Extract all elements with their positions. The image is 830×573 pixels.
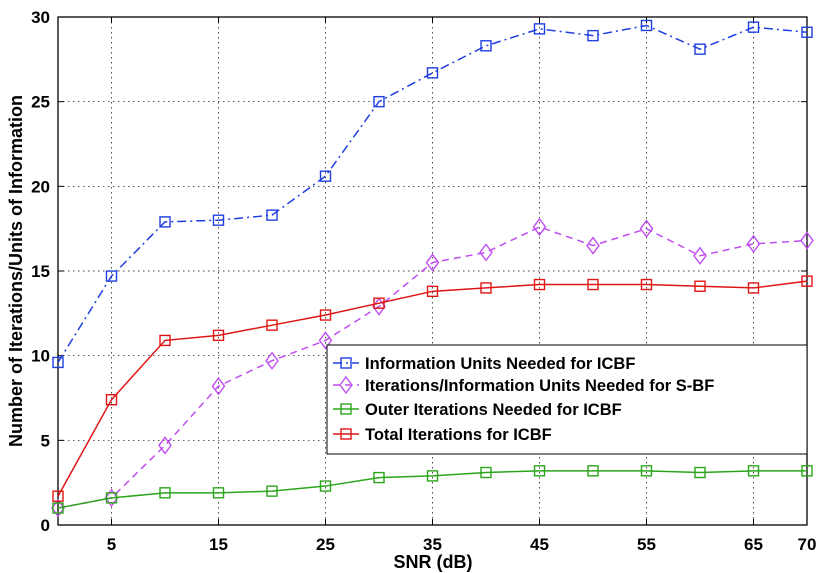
y-tick-label: 30 [31,8,50,27]
data-point [211,376,226,396]
y-tick-label: 5 [41,431,50,450]
data-point [105,492,118,504]
series-2 [51,217,814,518]
data-point [533,465,546,477]
data-point [694,43,706,55]
data-point [319,480,332,492]
data-point [747,282,760,294]
data-point [533,23,546,35]
data-point [266,319,278,331]
data-point [373,297,385,309]
series-1 [52,19,813,369]
data-point [801,465,813,477]
data-point [639,219,654,238]
data-point [480,40,492,52]
x-tick-label: 45 [530,535,549,554]
x-axis-title: SNR (dB) [394,552,473,572]
legend-marker [339,375,353,395]
data-point [693,246,707,265]
data-point [158,436,172,455]
series-4 [52,275,813,502]
data-point [52,490,64,502]
y-tick-label: 15 [31,262,50,281]
data-point [694,280,706,292]
legend-label-outer-iterations: Outer Iterations Needed for ICBF [365,401,622,419]
y-tick-label: 25 [31,93,50,112]
data-point [373,95,385,108]
data-point [532,217,547,237]
legend-keys [333,357,359,440]
data-point [587,465,599,477]
y-tick-label: 10 [31,347,50,366]
x-tick-label: 65 [744,535,763,554]
data-point [747,465,760,477]
x-tick-label: 25 [316,535,335,554]
series-line [57,470,807,509]
data-point [265,351,279,370]
data-point [51,498,65,518]
data-point [319,170,332,182]
data-point [266,209,278,221]
data-point [425,253,440,272]
series-group [51,19,814,518]
series-line [57,226,808,509]
data-point [640,465,653,477]
axis-ticks: 5 15 25 35 45 55 65 70 0 5 10 15 20 25 30 [31,8,816,554]
legend-box [326,344,808,455]
data-point [801,275,813,287]
data-point [212,329,225,342]
y-axis-title: Number of Iterations/Units of Informatio… [6,95,26,447]
data-point [587,278,599,291]
y-tick-label: 0 [41,516,50,535]
x-tick-label: 70 [798,535,817,554]
data-point [105,393,118,406]
legend-marker [340,403,352,415]
data-point [800,231,814,250]
series-line [57,280,808,497]
data-point [318,331,333,350]
x-tick-label: 5 [107,535,116,554]
data-point [480,282,492,294]
data-point [212,487,225,499]
data-point [105,270,118,282]
series-3 [52,465,813,514]
data-point [426,67,439,79]
x-tick-label: 55 [637,535,656,554]
data-point [480,466,492,479]
data-point [159,487,171,499]
data-point [479,243,493,262]
data-point [159,334,171,347]
legend-label-total-iterations: Total Iterations for ICBF [365,426,552,444]
data-point [52,356,64,369]
data-point [373,471,385,484]
data-point [746,234,761,254]
x-tick-label: 35 [423,535,442,554]
data-point [319,309,332,321]
data-point [640,19,653,32]
data-point [533,278,546,291]
data-point [426,470,439,482]
legend-label-info-units: Information Units Needed for ICBF [365,355,635,373]
legend-marker [340,357,352,369]
data-point [640,278,653,291]
data-point [52,502,64,514]
series-line [57,24,808,363]
data-point [426,285,439,298]
data-point [801,26,813,38]
legend: Information Units Needed for ICBF Iterat… [326,344,808,455]
legend-marker [340,428,352,440]
y-tick-label: 20 [31,177,50,196]
data-point [104,488,119,508]
x-tick-label: 15 [209,535,228,554]
data-point [159,216,171,228]
legend-label-sbf-iterations: Iterations/Information Units Needed for … [365,377,714,395]
data-point [587,29,599,42]
data-point [212,214,225,226]
data-point [694,466,706,479]
data-point [586,236,600,255]
data-point [747,21,760,33]
data-point [266,485,278,497]
